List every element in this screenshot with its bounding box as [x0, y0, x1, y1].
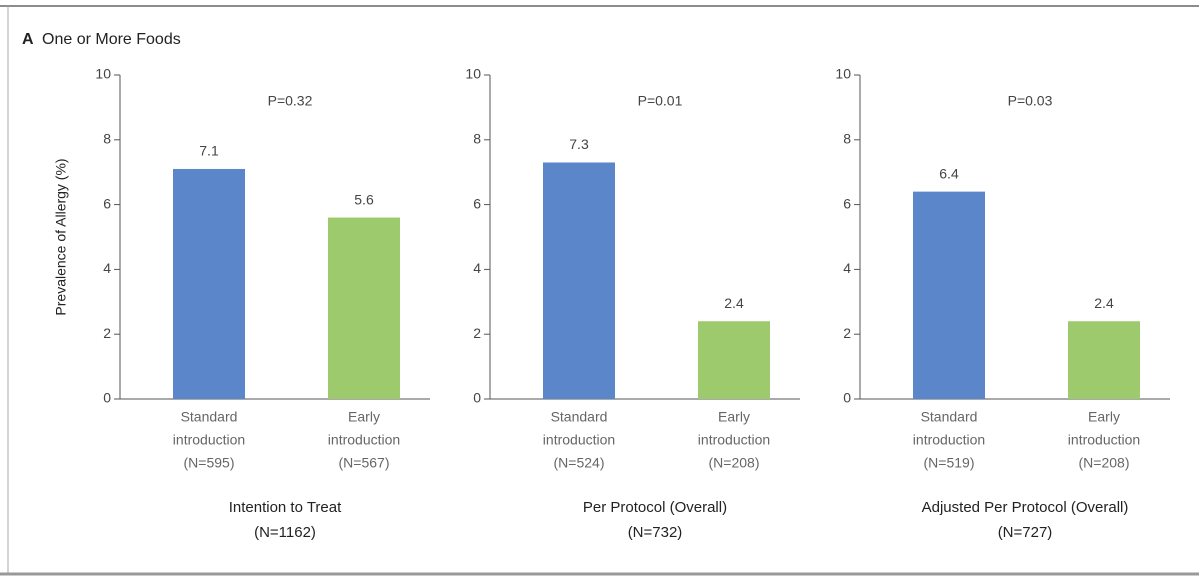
x-tick-label: Standard: [551, 409, 608, 425]
y-tick-label: 6: [103, 195, 111, 211]
y-tick-label: 8: [473, 131, 481, 147]
panel-subtitle: (N=727): [998, 524, 1053, 541]
y-tick-label: 0: [103, 390, 111, 406]
y-tick-label: 10: [95, 66, 111, 82]
x-tick-label: Early: [1088, 409, 1120, 425]
bar: [1068, 321, 1140, 399]
panel-subtitle: (N=732): [628, 524, 683, 541]
x-tick-label: introduction: [698, 432, 770, 448]
y-tick-label: 0: [843, 390, 851, 406]
panel-label: A: [22, 31, 34, 48]
x-tick-label: introduction: [543, 432, 615, 448]
x-tick-label: (N=567): [339, 455, 390, 471]
y-tick-label: 2: [103, 325, 111, 341]
value-label: 6.4: [939, 165, 959, 181]
x-tick-label: introduction: [173, 432, 245, 448]
y-tick-label: 4: [843, 260, 851, 276]
bar: [543, 162, 615, 399]
y-tick-label: 10: [465, 66, 481, 82]
x-tick-label: (N=519): [924, 455, 975, 471]
value-label: 7.3: [569, 136, 589, 152]
x-tick-label: Early: [718, 409, 750, 425]
x-tick-label: Standard: [181, 409, 238, 425]
x-tick-label: Standard: [921, 409, 978, 425]
x-tick-label: (N=524): [554, 455, 605, 471]
figure-title: One or More Foods: [42, 31, 181, 48]
panel-title: Adjusted Per Protocol (Overall): [922, 499, 1129, 516]
p-value: P=0.01: [638, 93, 683, 109]
p-value: P=0.03: [1008, 93, 1053, 109]
y-tick-label: 2: [843, 325, 851, 341]
y-tick-label: 10: [835, 66, 851, 82]
value-label: 2.4: [1094, 295, 1114, 311]
y-tick-label: 8: [103, 131, 111, 147]
panel-title: Intention to Treat: [229, 499, 342, 516]
x-tick-label: introduction: [328, 432, 400, 448]
y-tick-label: 6: [843, 195, 851, 211]
value-label: 7.1: [199, 143, 219, 159]
x-tick-label: (N=208): [709, 455, 760, 471]
y-tick-label: 6: [473, 195, 481, 211]
x-tick-label: Early: [348, 409, 380, 425]
bar: [698, 321, 770, 399]
panel-title: Per Protocol (Overall): [583, 499, 727, 516]
bar: [328, 218, 400, 399]
y-tick-label: 2: [473, 325, 481, 341]
figure: A One or More Foods 0 2 4 6 8 10 Prevalence of…: [0, 0, 1199, 579]
y-tick-label: 0: [473, 390, 481, 406]
p-value: P=0.32: [268, 93, 313, 109]
x-tick-label: (N=208): [1079, 455, 1130, 471]
y-tick-label: 4: [103, 260, 111, 276]
x-tick-label: introduction: [913, 432, 985, 448]
y-tick-label: 8: [843, 131, 851, 147]
x-tick-label: (N=595): [184, 455, 235, 471]
y-axis-label: Prevalence of Allergy (%): [53, 158, 69, 315]
x-tick-label: introduction: [1068, 432, 1140, 448]
value-label: 2.4: [724, 295, 744, 311]
panel-subtitle: (N=1162): [254, 524, 316, 541]
bar: [173, 169, 245, 399]
bar: [913, 192, 985, 399]
y-tick-label: 4: [473, 260, 481, 276]
value-label: 5.6: [354, 191, 374, 207]
